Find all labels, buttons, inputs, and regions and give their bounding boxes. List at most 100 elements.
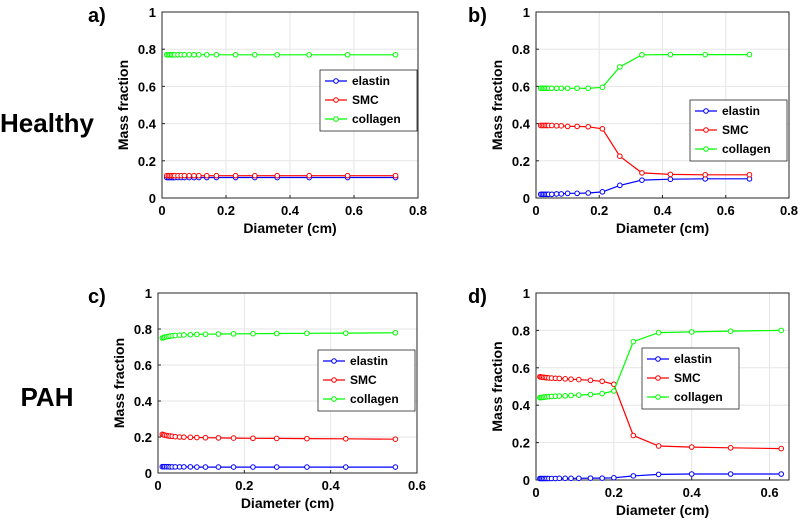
y-tick-label: 0 bbox=[149, 191, 156, 206]
data-point-collagen bbox=[186, 51, 192, 58]
legend-label-elastin: elastin bbox=[674, 352, 712, 366]
data-point-collagen bbox=[556, 393, 563, 399]
data-point-collagen bbox=[250, 330, 256, 337]
x-tick-label: 0.4 bbox=[653, 203, 672, 218]
legend-swatch-marker bbox=[655, 394, 661, 400]
data-point-collagen bbox=[392, 329, 399, 336]
x-tick-label: 0 bbox=[154, 478, 161, 493]
data-point-collagen bbox=[553, 85, 560, 92]
data-point-SMC bbox=[587, 377, 594, 384]
x-tick-label: 0.8 bbox=[780, 203, 798, 218]
data-point-collagen bbox=[617, 64, 623, 70]
data-point-SMC bbox=[202, 434, 209, 441]
data-point-SMC bbox=[558, 123, 565, 129]
row-label-pah: PAH bbox=[21, 382, 74, 412]
data-point-SMC bbox=[186, 172, 192, 179]
legend-label-SMC: SMC bbox=[352, 93, 379, 107]
y-tick-label: 1 bbox=[523, 286, 530, 301]
data-point-collagen bbox=[196, 51, 202, 58]
y-tick-label: 0.8 bbox=[138, 42, 156, 57]
y-tick-label: 1 bbox=[149, 5, 156, 20]
legend-label-elastin: elastin bbox=[350, 354, 388, 368]
data-point-elastin bbox=[215, 464, 222, 470]
legend-label-collagen: collagen bbox=[350, 392, 399, 406]
data-point-elastin bbox=[562, 475, 568, 482]
legend-swatch-marker bbox=[703, 127, 709, 133]
legend-swatch-marker bbox=[331, 396, 337, 402]
data-point-collagen bbox=[599, 390, 605, 397]
data-point-collagen bbox=[304, 330, 310, 337]
chart-panel: d) 0 0.2 0.4 0.6 0 0.2 0.4 0.6 0.8 1 Diameter (cm) M… bbox=[468, 286, 790, 518]
data-point-elastin bbox=[611, 474, 617, 481]
legend-label-elastin: elastin bbox=[722, 104, 760, 118]
legend-swatch-marker bbox=[703, 108, 709, 114]
data-point-SMC bbox=[556, 375, 563, 382]
legend-label-collagen: collagen bbox=[352, 112, 401, 126]
data-point-collagen bbox=[230, 331, 237, 337]
data-point-collagen bbox=[213, 51, 220, 58]
data-point-SMC bbox=[194, 434, 200, 441]
data-point-SMC bbox=[655, 443, 662, 449]
legend: elastin SMC collagen bbox=[319, 69, 418, 132]
data-point-collagen bbox=[585, 85, 591, 92]
data-point-elastin bbox=[574, 190, 580, 197]
data-point-collagen bbox=[587, 391, 594, 398]
x-axis-label: Diameter (cm) bbox=[616, 220, 709, 236]
x-tick-label: 0.6 bbox=[760, 485, 778, 500]
x-tick-label: 0 bbox=[532, 203, 539, 218]
data-point-SMC bbox=[252, 172, 258, 179]
data-point-collagen bbox=[194, 331, 200, 338]
data-point-collagen bbox=[639, 51, 645, 58]
data-point-collagen bbox=[215, 331, 222, 337]
panel-label: a) bbox=[88, 5, 106, 27]
y-tick-label: 0.4 bbox=[512, 117, 531, 132]
data-point-SMC bbox=[568, 376, 574, 383]
panel-label: b) bbox=[468, 5, 487, 27]
data-point-SMC bbox=[553, 123, 560, 129]
data-point-collagen bbox=[655, 329, 662, 336]
x-tick-label: 0.2 bbox=[605, 485, 623, 500]
y-tick-label: 0.6 bbox=[134, 358, 152, 373]
data-point-elastin bbox=[392, 464, 399, 470]
x-tick-label: 0.4 bbox=[322, 478, 341, 493]
legend-label-collagen: collagen bbox=[674, 390, 723, 404]
y-tick-label: 0.8 bbox=[512, 42, 530, 57]
data-point-collagen bbox=[181, 51, 188, 58]
data-point-SMC bbox=[204, 172, 210, 179]
legend-swatch-marker bbox=[703, 146, 709, 152]
data-point-elastin bbox=[304, 464, 310, 470]
legend-swatch-marker bbox=[331, 377, 337, 383]
legend: elastin SMC collagen bbox=[641, 347, 740, 410]
data-point-elastin bbox=[727, 471, 734, 477]
data-point-SMC bbox=[191, 172, 197, 179]
data-point-elastin bbox=[667, 176, 674, 183]
legend-swatch-marker bbox=[331, 358, 337, 364]
data-point-collagen bbox=[392, 51, 399, 58]
x-axis-label: Diameter (cm) bbox=[241, 495, 334, 511]
legend: elastin SMC collagen bbox=[689, 99, 788, 162]
data-point-elastin bbox=[688, 471, 695, 477]
data-point-elastin bbox=[553, 191, 560, 197]
y-tick-label: 0.8 bbox=[134, 322, 152, 337]
x-tick-label: 0 bbox=[158, 203, 165, 218]
data-point-collagen bbox=[576, 392, 582, 398]
data-point-collagen bbox=[562, 393, 568, 399]
data-point-collagen bbox=[181, 332, 187, 338]
y-tick-label: 0 bbox=[523, 191, 530, 206]
y-tick-label: 0.6 bbox=[512, 361, 530, 376]
data-point-SMC bbox=[196, 172, 202, 179]
data-point-elastin bbox=[587, 475, 594, 481]
data-point-SMC bbox=[392, 436, 399, 442]
y-tick-label: 0.6 bbox=[138, 79, 156, 94]
data-point-SMC bbox=[306, 172, 313, 179]
data-point-elastin bbox=[549, 191, 555, 198]
data-point-SMC bbox=[688, 444, 695, 450]
series-line-collagen bbox=[540, 53, 750, 89]
y-tick-label: 0 bbox=[523, 473, 530, 488]
data-point-SMC bbox=[702, 171, 708, 178]
data-point-elastin bbox=[568, 475, 574, 482]
data-point-SMC bbox=[562, 376, 568, 382]
data-point-SMC bbox=[344, 172, 351, 179]
panel-label: d) bbox=[468, 286, 487, 308]
data-point-collagen bbox=[549, 85, 555, 92]
